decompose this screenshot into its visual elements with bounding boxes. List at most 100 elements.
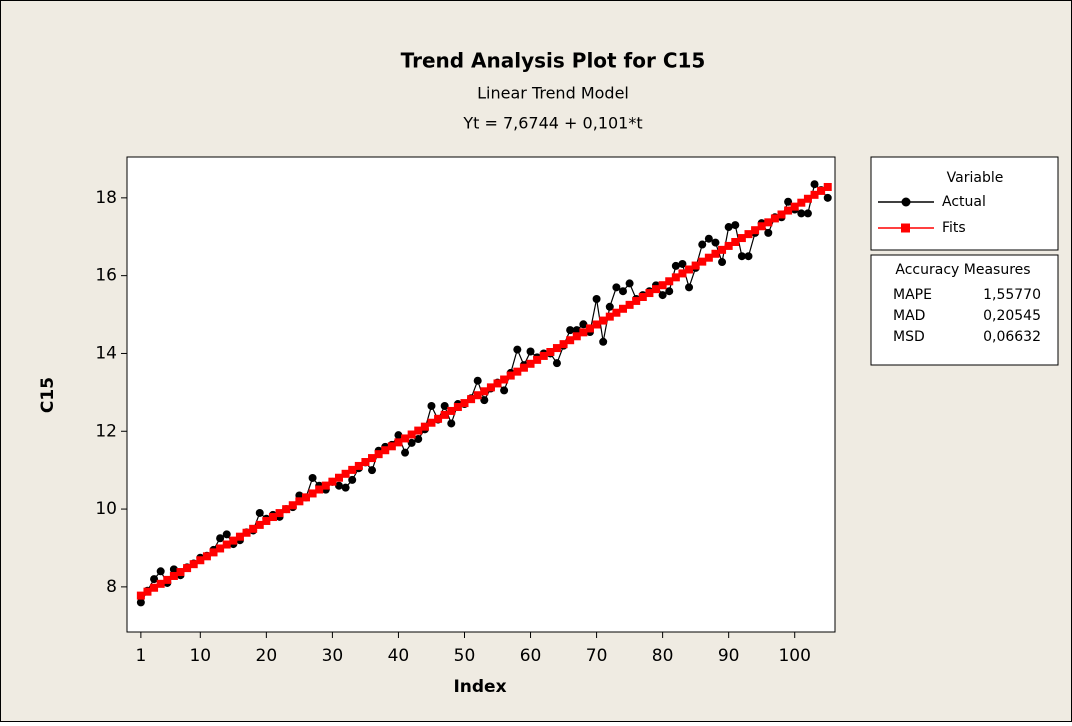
actual-marker <box>764 228 773 237</box>
actual-marker <box>612 283 621 292</box>
actual-marker <box>513 345 522 354</box>
fit-marker <box>526 359 535 368</box>
equation: Yt = 7,6744 + 0,101*t <box>462 114 642 133</box>
fit-marker <box>387 442 396 451</box>
fit-marker <box>585 324 594 333</box>
subtitle: Linear Trend Model <box>477 84 629 103</box>
actual-marker <box>156 567 165 576</box>
actual-marker <box>698 240 707 249</box>
fit-marker <box>652 285 661 294</box>
actual-marker <box>618 287 627 296</box>
fit-marker <box>493 379 502 388</box>
actual-marker <box>658 291 667 300</box>
fit-marker <box>189 560 198 569</box>
fit-marker <box>685 265 694 274</box>
accuracy-value: 1,55770 <box>983 287 1041 303</box>
fit-marker <box>301 493 310 502</box>
x-axis-label: Index <box>453 677 506 697</box>
fit-marker <box>506 371 515 380</box>
y-tick-label: 14 <box>95 343 117 363</box>
x-tick-label: 40 <box>388 646 410 666</box>
fit-marker <box>268 513 277 522</box>
actual-marker <box>341 483 350 492</box>
fit-marker <box>341 469 350 478</box>
actual-marker <box>744 252 753 261</box>
actual-marker <box>731 221 740 230</box>
fit-marker <box>440 410 449 419</box>
actual-marker <box>427 401 436 410</box>
fit-marker <box>196 556 205 565</box>
y-tick-label: 10 <box>95 499 117 519</box>
accuracy-value: 0,06632 <box>983 329 1041 345</box>
actual-marker <box>473 376 482 385</box>
fit-marker <box>229 536 238 545</box>
x-tick-label: 10 <box>189 646 211 666</box>
fit-marker <box>698 257 707 266</box>
fit-marker <box>572 332 581 341</box>
fit-marker <box>757 222 766 231</box>
fit-marker <box>731 237 740 246</box>
fit-marker <box>143 587 152 596</box>
x-tick-label: 60 <box>520 646 542 666</box>
fit-marker <box>797 198 806 207</box>
fit-marker <box>156 579 165 588</box>
fit-marker <box>823 182 832 191</box>
actual-marker <box>678 259 687 268</box>
fit-marker <box>374 450 383 459</box>
fit-marker <box>315 485 324 494</box>
accuracy-title: Accuracy Measures <box>895 262 1030 278</box>
y-axis-label: C15 <box>38 377 58 413</box>
fit-marker <box>249 524 258 533</box>
actual-marker <box>797 209 806 218</box>
fit-marker <box>784 206 793 215</box>
fit-marker <box>559 340 568 349</box>
fit-marker <box>645 289 654 298</box>
fit-marker <box>460 399 469 408</box>
actual-marker <box>150 575 159 584</box>
fit-marker <box>566 336 575 345</box>
fit-marker <box>513 367 522 376</box>
x-tick-label: 50 <box>454 646 476 666</box>
fit-marker <box>368 454 377 463</box>
actual-marker <box>803 209 812 218</box>
actual-marker <box>447 419 456 428</box>
chart-title: Trend Analysis Plot for C15 <box>401 49 706 73</box>
fit-marker <box>500 375 509 384</box>
actual-marker <box>704 234 713 243</box>
fit-marker <box>335 473 344 482</box>
actual-marker <box>579 320 588 329</box>
fit-marker <box>242 528 251 537</box>
fit-marker <box>354 461 363 470</box>
actual-marker <box>665 287 674 296</box>
fit-marker <box>632 296 641 305</box>
fit-marker <box>658 281 667 290</box>
fit-marker <box>737 234 746 243</box>
fit-marker <box>420 422 429 431</box>
fit-marker <box>777 210 786 219</box>
x-tick-label: 1 <box>135 646 146 666</box>
fit-marker <box>751 226 760 235</box>
fit-marker <box>275 509 284 518</box>
actual-marker <box>407 438 416 447</box>
actual-marker <box>566 326 575 335</box>
fit-marker <box>295 497 304 506</box>
fit-marker <box>618 304 627 313</box>
accuracy-name: MAPE <box>893 287 932 303</box>
legend-title: Variable <box>947 170 1004 186</box>
actual-marker <box>222 530 231 539</box>
actual-marker <box>394 431 403 440</box>
fit-marker <box>209 548 218 557</box>
actual-marker <box>605 302 614 311</box>
fit-marker <box>361 458 370 467</box>
fit-marker <box>235 532 244 541</box>
accuracy-name: MAD <box>893 308 925 324</box>
actual-marker <box>308 473 317 482</box>
fit-marker <box>718 245 727 254</box>
fit-marker <box>136 591 145 600</box>
fit-marker <box>216 544 225 553</box>
fit-marker <box>539 351 548 360</box>
x-tick-label: 100 <box>778 646 810 666</box>
y-tick-label: 18 <box>95 188 117 208</box>
actual-marker <box>440 401 449 410</box>
